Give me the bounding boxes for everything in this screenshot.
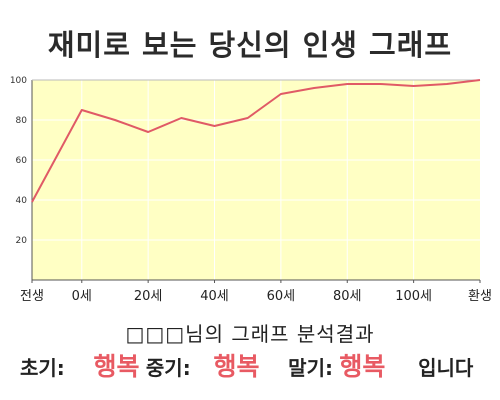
y-tick-label: 40 (16, 196, 28, 206)
middle-value: 행복 (213, 352, 260, 381)
y-tick-label: 100 (10, 76, 27, 86)
x-tick-label: 0세 (72, 289, 92, 304)
x-tick-label: 80세 (333, 289, 362, 304)
middle-label: 중기: (145, 356, 191, 380)
x-tick-label: 환생 (468, 289, 492, 304)
life-graph-chart: 20 40 60 80 100 전생 0세 20세 40세 60세 80세 100세 환생 (10, 76, 492, 304)
ending-text: 입니다 (418, 356, 474, 380)
y-tick-label: 60 (16, 156, 28, 166)
results-line: 초기: 행복 중기: 행복 말기: 행복 입니다 (20, 347, 490, 383)
x-tick-label: 전생 (20, 289, 44, 304)
x-tick-label: 100세 (395, 289, 432, 304)
x-tick-label: 40세 (200, 289, 229, 304)
x-tick-label: 60세 (267, 289, 296, 304)
late-value: 행복 (339, 352, 386, 381)
early-label: 초기: (20, 356, 65, 380)
y-tick-label: 80 (16, 116, 28, 126)
x-tick-label: 20세 (134, 289, 163, 304)
y-tick-label: 20 (16, 236, 28, 246)
life-series-line (31, 79, 481, 203)
area-fill (32, 80, 480, 280)
analysis-caption: □□□님의 그래프 분석결과 (125, 322, 375, 346)
page-title: 재미로 보는 당신의 인생 그래프 (47, 28, 453, 62)
early-value: 행복 (93, 352, 140, 381)
late-label: 말기: (288, 356, 333, 380)
